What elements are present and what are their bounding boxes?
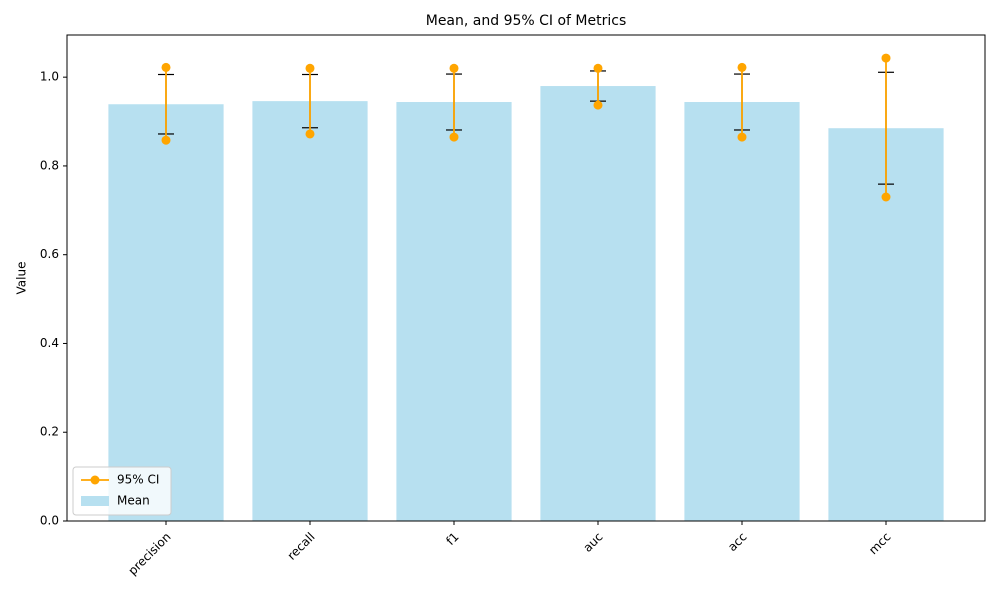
plot-frame (66, 34, 986, 522)
ci-point (593, 63, 603, 73)
y-tick-label: 1.0 (40, 70, 59, 84)
y-tick-label: 0.4 (40, 336, 59, 350)
y-tick-label: 0.2 (40, 425, 59, 439)
legend-marker (90, 475, 100, 485)
x-tick-label: auc (580, 530, 605, 555)
ci-point (161, 62, 171, 72)
ci-point (449, 63, 459, 73)
legend-label: 95% CI (117, 473, 159, 487)
ci-point (305, 63, 315, 73)
ci-point (737, 132, 747, 142)
ci-point (881, 53, 891, 63)
bar (540, 86, 656, 521)
y-tick-label: 0.6 (40, 247, 59, 261)
bar (252, 101, 368, 522)
y-tick-label: 0.8 (40, 158, 59, 172)
x-tick-label: recall (285, 530, 318, 563)
ci-point (593, 100, 603, 110)
bar (108, 104, 224, 522)
y-axis-label: Value (15, 262, 29, 295)
ci-point (881, 192, 891, 202)
bar (396, 102, 512, 522)
legend-label: Mean (117, 494, 150, 508)
ci-point (305, 129, 315, 139)
bar (684, 102, 800, 522)
y-tick-label: 0.0 (40, 514, 59, 528)
ci-point (161, 135, 171, 145)
ci-point (449, 132, 459, 142)
x-tick-label: f1 (443, 530, 461, 548)
x-tick-label: precision (125, 530, 173, 578)
x-tick-label: mcc (866, 530, 893, 557)
ci-point (737, 62, 747, 72)
legend-swatch (81, 496, 109, 506)
x-tick-label: acc (725, 530, 749, 554)
chart-title: Mean, and 95% CI of Metrics (426, 13, 627, 29)
